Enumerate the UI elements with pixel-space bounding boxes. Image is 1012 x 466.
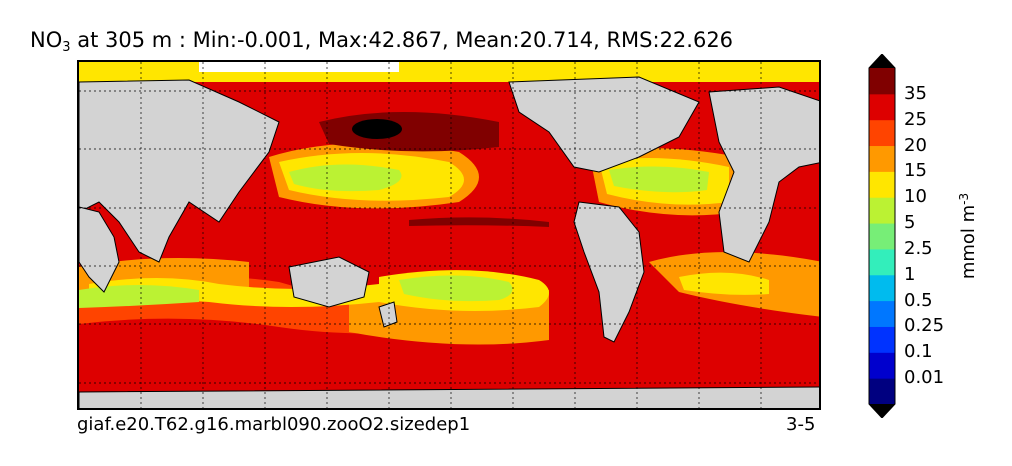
colorbar-tick-label: 2.5 [904,237,933,259]
equatorial-streak [409,217,549,227]
title-subscript: 3 [62,40,71,55]
colorbar-segment [869,197,895,224]
arctic-yellow [79,62,819,82]
colorbar-units: mmol m-3 [957,193,979,279]
south-america [573,201,645,343]
map-panel [77,60,821,410]
colorbar-tick-label: 0.25 [904,315,945,337]
colorbar-segment [869,145,895,172]
colorbar-tick-label: 0.5 [904,289,933,311]
colorbar-tick-label: 15 [904,160,927,182]
colorbar-segment [869,171,895,198]
units-exponent: -3 [957,192,971,205]
colorbar-segment [869,68,895,95]
north-atlantic-green [609,166,709,193]
colorbar-segment [869,378,895,405]
colorbar-segment [869,119,895,147]
north-pacific-green [289,164,402,192]
colorbar-tick-label: 10 [904,186,927,208]
units-main: mmol m [958,204,979,280]
plot-title: NO3 at 305 m : Min:-0.001, Max:42.867, M… [30,28,733,55]
colorbar-segment [869,248,895,276]
run-name-caption: giaf.e20.T62.g16.marbl090.zooO2.sizedep1 [77,414,471,435]
title-stats: at 305 m : Min:-0.001, Max:42.867, Mean:… [70,28,734,52]
colorbar-segment [869,326,895,353]
colorbar [868,54,896,418]
north-america [508,76,700,173]
colorbar-segment [869,352,895,379]
years-caption: 3-5 [786,414,816,435]
europe-africa-east [708,86,819,263]
colorbar-tick-label: 1 [904,263,916,285]
colorbar-tick-label: 20 [904,134,927,156]
title-variable: NO [30,28,63,52]
colorbar-extend-max [869,54,895,68]
colorbar-outline [868,54,896,418]
colorbar-tick-label: 35 [904,82,927,104]
max-concentration-patch [352,119,402,139]
africa-east [79,206,120,293]
graticule [79,62,819,408]
colorbar-tick-label: 5 [904,212,916,234]
arctic-ice [199,62,399,72]
colorbar-segment [869,93,895,121]
colorbar-tick-label: 25 [904,108,927,130]
colorbar-segment [869,300,895,327]
subpolar-pacific-maroon [319,112,499,152]
south-atlantic-yellow [679,272,769,295]
land-masses [79,76,819,408]
eurasia-africa-west [79,79,280,263]
colorbar-tick-label: 0.01 [904,367,945,389]
colorbar-extend-min [869,404,895,418]
australia [288,256,370,308]
ocean-field-map [79,62,819,408]
colorbar-segment [869,223,895,250]
south-indian-green [79,285,199,308]
south-pacific-green [399,275,513,302]
colorbar-segment [869,274,895,302]
colorbar-tick-label: 0.1 [904,341,933,363]
